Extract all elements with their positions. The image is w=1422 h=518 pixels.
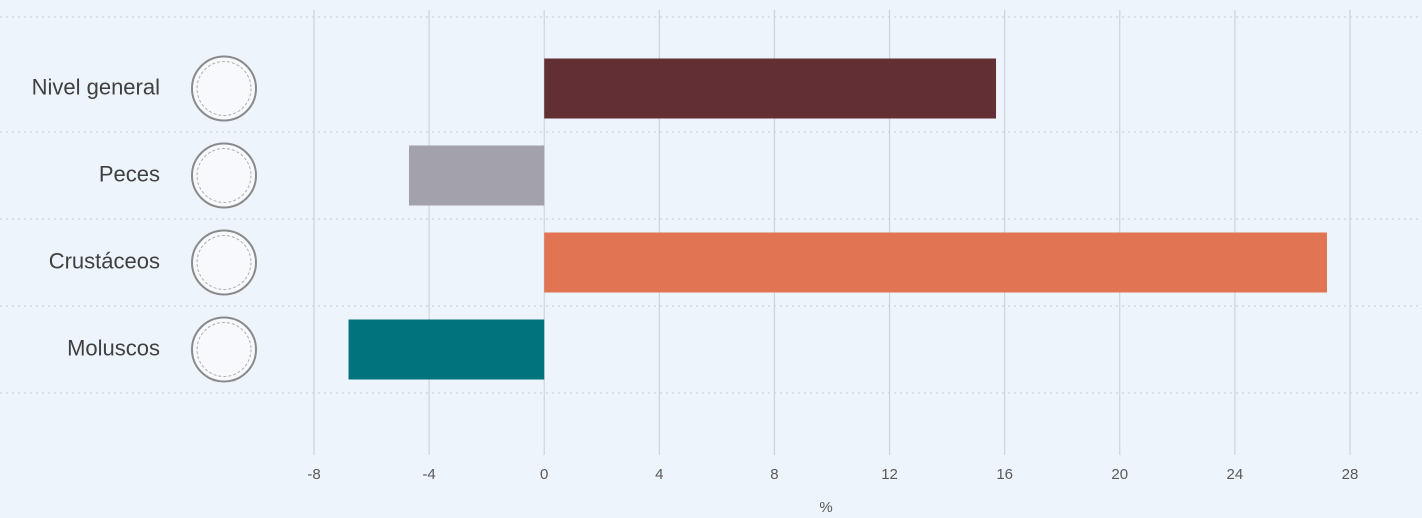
category-label: Moluscos	[67, 335, 160, 360]
x-tick-label: 4	[655, 466, 663, 483]
category-icon-ring	[196, 235, 252, 290]
bar	[348, 319, 545, 380]
x-tick-label: 12	[881, 466, 898, 483]
category-icon-ring	[196, 148, 252, 203]
bar	[408, 145, 545, 206]
x-tick-label: 20	[1111, 466, 1128, 483]
x-tick-label: 24	[1227, 466, 1244, 483]
category-icon	[191, 142, 257, 209]
category-label: Peces	[99, 161, 160, 186]
x-tick-label: 28	[1342, 466, 1359, 483]
category-icon	[191, 55, 257, 122]
category-icon	[191, 229, 257, 296]
x-tick-label: -8	[307, 466, 320, 483]
x-tick-label: 0	[540, 466, 548, 483]
x-tick-label: 8	[770, 466, 778, 483]
bar	[544, 58, 997, 119]
x-axis-label: %	[819, 499, 832, 516]
x-tick-label: 16	[996, 466, 1013, 483]
category-icon-ring	[196, 322, 252, 377]
category-icon	[191, 316, 257, 383]
bar	[544, 232, 1327, 293]
category-label: Nivel general	[32, 74, 160, 99]
x-tick-label: -4	[422, 466, 435, 483]
category-label: Crustáceos	[49, 248, 160, 273]
category-icon-ring	[196, 61, 252, 116]
